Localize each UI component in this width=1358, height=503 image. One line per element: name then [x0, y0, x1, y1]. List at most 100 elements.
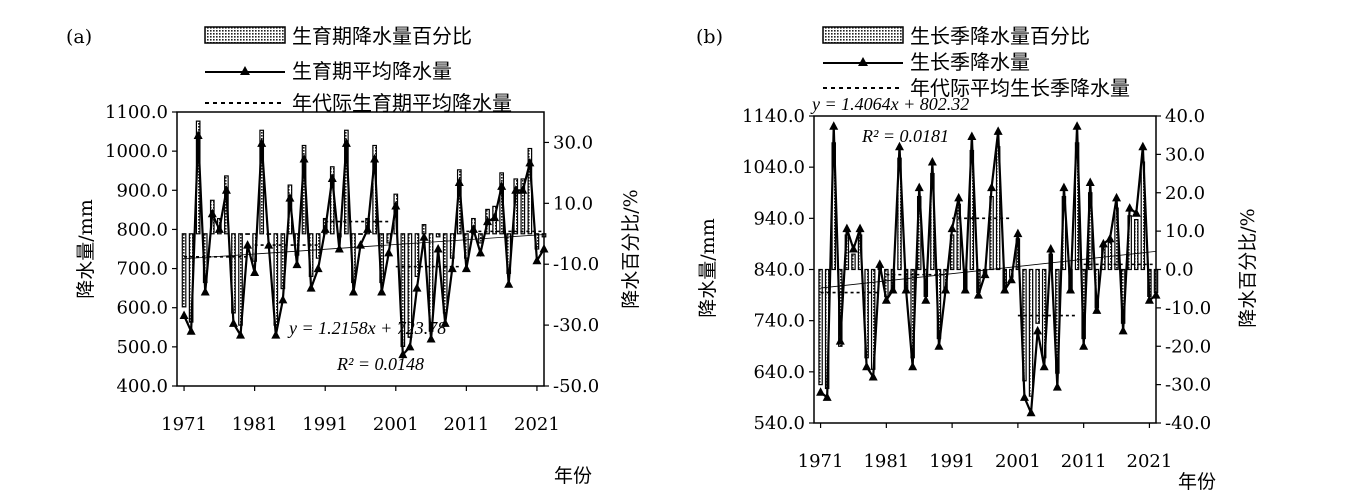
point-b-1999 — [1000, 284, 1010, 294]
point-b-2017 — [1118, 325, 1128, 335]
point-b-2021 — [1144, 295, 1154, 304]
point-a-2011 — [461, 263, 471, 273]
left-tick-label: 940.0 — [753, 208, 805, 229]
left-tick-label: 700.0 — [116, 259, 168, 280]
point-a-2015 — [490, 212, 500, 222]
bar-a-1971 — [181, 233, 187, 308]
point-a-1975 — [207, 208, 217, 218]
left-tick-label: 640.0 — [753, 362, 805, 383]
point-b-1980 — [875, 259, 885, 268]
point-b-1971 — [816, 387, 826, 396]
right-tick-label: -10.0 — [553, 254, 599, 275]
point-a-2006 — [426, 334, 436, 343]
right-tick-label: -40.0 — [1165, 413, 1211, 434]
point-b-2003 — [1026, 407, 1036, 417]
left-axis-label-b: 降水量/mm — [697, 218, 719, 317]
left-tick-label: 500.0 — [116, 337, 168, 358]
point-a-1982 — [257, 138, 267, 147]
point-b-1990 — [941, 284, 951, 294]
point-a-2019 — [518, 185, 528, 194]
trend-equation-b: y = 1.4064x + 802.32 — [810, 94, 969, 114]
bar-a-2007 — [435, 233, 441, 238]
point-b-1991 — [947, 223, 957, 233]
point-a-1987 — [292, 259, 302, 269]
legend-dashed-label-b: 年代际平均生长季降水量 — [910, 76, 1130, 100]
point-b-2020 — [1138, 141, 1148, 151]
bar-b-2003 — [1028, 268, 1034, 397]
point-a-2001 — [391, 200, 401, 210]
triangle-marker-icon — [858, 57, 868, 66]
bar-a-1990 — [315, 233, 321, 259]
point-b-1979 — [868, 371, 878, 381]
point-b-1994 — [967, 131, 977, 140]
point-b-2008 — [1059, 182, 1069, 192]
x-axis-b: 1971 1981 1991 2001 2011 2021 — [798, 423, 1172, 472]
bar-a-2004 — [414, 233, 420, 277]
point-a-1989 — [306, 283, 316, 292]
point-a-2013 — [475, 247, 485, 257]
point-a-2005 — [419, 232, 429, 241]
x-tick-label: 2011 — [1061, 451, 1107, 472]
point-a-2002 — [398, 349, 408, 359]
point-a-2004 — [412, 283, 422, 292]
point-b-1981 — [881, 295, 891, 304]
point-b-2002 — [1019, 392, 1029, 401]
point-a-1996 — [356, 240, 365, 249]
right-tick-label: -30.0 — [553, 315, 599, 336]
point-a-1999 — [377, 287, 387, 296]
left-tick-label: 1100.0 — [105, 102, 168, 123]
point-b-2006 — [1046, 244, 1056, 253]
point-b-1977 — [855, 223, 865, 233]
bar-a-2019 — [520, 178, 526, 235]
point-b-2018 — [1125, 203, 1135, 212]
bar-a-2003 — [407, 233, 413, 338]
bar-b-1971 — [818, 268, 823, 386]
x-axis-label-b: 年份 — [1178, 471, 1216, 493]
point-b-2009 — [1066, 284, 1075, 294]
left-tick-label: 540.0 — [753, 413, 805, 434]
point-b-2007 — [1052, 382, 1062, 391]
point-b-1987 — [921, 295, 931, 304]
legend-dashed-label-a: 年代际生育期平均降水量 — [292, 91, 512, 115]
point-b-2014 — [1098, 238, 1108, 248]
point-b-1974 — [835, 336, 845, 345]
point-a-1976 — [214, 224, 224, 233]
point-a-1992 — [327, 173, 337, 183]
triangle-marker-icon — [240, 66, 250, 75]
right-tick-label: -10.0 — [1165, 298, 1211, 319]
point-a-2020 — [525, 157, 535, 167]
point-a-2012 — [468, 224, 478, 233]
left-axis-b: 540.0 640.0 740.0 840.0 940.0 1040.0 1140.0 — [742, 106, 814, 434]
x-axis-label-a: 年份 — [554, 465, 592, 487]
bar-a-1996 — [358, 233, 363, 235]
point-a-1991 — [320, 224, 330, 233]
r-squared-a: R² = 0.0148 — [336, 354, 424, 374]
point-a-2014 — [483, 216, 493, 226]
x-axis-a: 1971 1981 1991 2001 2011 2021 — [161, 386, 560, 435]
point-a-2016 — [497, 181, 507, 190]
point-a-1985 — [278, 294, 288, 304]
point-a-1972 — [186, 326, 196, 335]
x-tick-label: 1981 — [863, 451, 909, 472]
left-axis-a: 400.0 500.0 600.0 700.0 800.0 900.0 1000.0 1100… — [105, 102, 177, 397]
right-axis-b: -40.0 -30.0 -20.0 -10.0 0.0 10.0 20.0 30.0 40.0 — [1156, 106, 1211, 434]
left-tick-label: 900.0 — [116, 180, 168, 201]
x-tick-label: 2011 — [443, 414, 489, 435]
point-a-1973 — [193, 130, 203, 139]
point-a-2010 — [454, 177, 464, 186]
x-tick-label: 1981 — [232, 414, 278, 435]
point-b-1976 — [848, 244, 858, 253]
point-a-2008 — [440, 318, 450, 327]
point-a-1980 — [243, 240, 253, 249]
point-b-1972 — [822, 392, 832, 401]
bar-a-1980 — [245, 233, 250, 235]
point-a-1998 — [370, 153, 380, 163]
right-axis-label-b: 降水百分比/% — [1237, 208, 1259, 327]
point-b-1993 — [960, 284, 970, 294]
point-b-1997 — [987, 182, 997, 192]
x-tick-label: 1991 — [302, 414, 348, 435]
right-tick-label: 40.0 — [1165, 106, 1205, 127]
point-a-1995 — [348, 287, 358, 296]
point-b-2015 — [1105, 233, 1115, 243]
